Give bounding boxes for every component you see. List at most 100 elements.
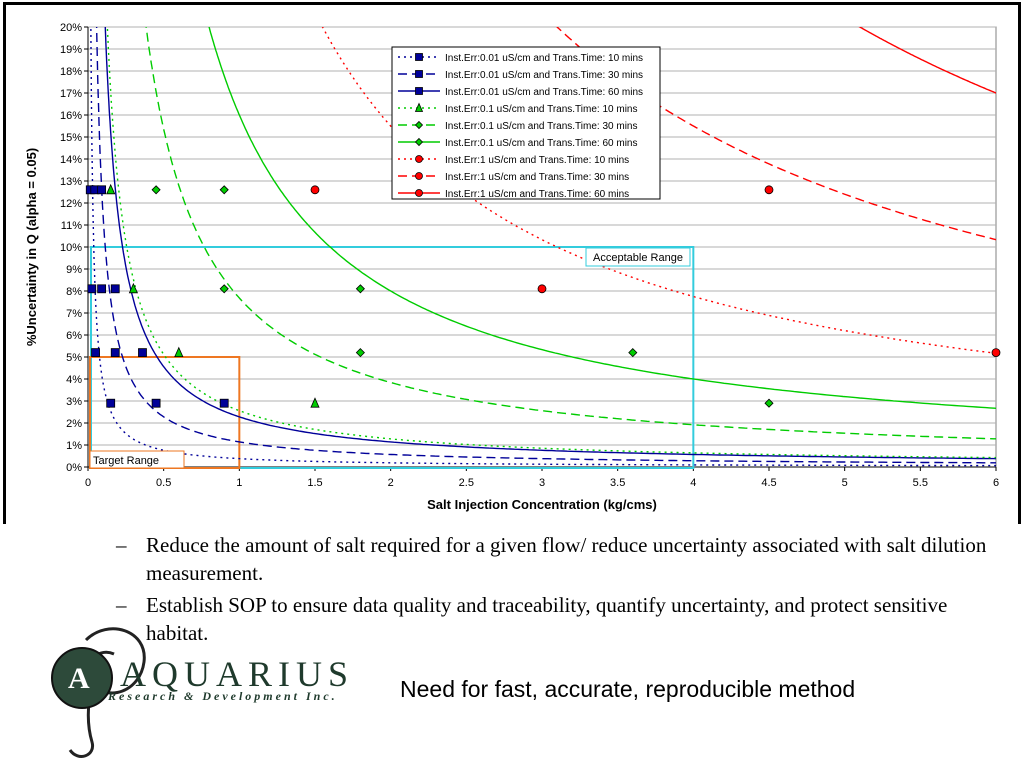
x-tick-label: 2 (388, 477, 394, 489)
data-point (174, 346, 184, 358)
legend-label: Inst.Err:1 uS/cm and Trans.Time: 30 mins (445, 172, 629, 183)
y-tick-label: 2% (66, 418, 82, 430)
data-point (310, 185, 320, 195)
legend-label: Inst.Err:0.1 uS/cm and Trans.Time: 60 mi… (445, 138, 637, 149)
y-tick-label: 16% (60, 110, 82, 122)
logo-subtitle: Research & Development Inc. (107, 689, 338, 703)
y-tick-label: 1% (66, 440, 82, 452)
y-tick-label: 4% (66, 374, 82, 386)
data-point (355, 284, 365, 294)
data-point (764, 398, 774, 408)
tagline: Need for fast, accurate, reproducible me… (400, 676, 856, 702)
x-tick-label: 0 (85, 477, 91, 489)
acceptable-range-label-box (585, 247, 691, 267)
x-tick-label: 4 (690, 477, 696, 489)
data-point (219, 185, 229, 195)
target-range-label: Target Range (93, 455, 159, 467)
x-tick-label: 1 (236, 477, 242, 489)
data-point (310, 397, 320, 408)
data-point (97, 284, 107, 294)
series-line (321, 27, 996, 355)
x-tick-label: 4.5 (761, 477, 776, 489)
y-tick-label: 20% (60, 22, 82, 34)
target-range-label-box (89, 450, 185, 469)
x-tick-label: 1.5 (307, 477, 322, 489)
y-tick-label: 18% (60, 66, 82, 78)
y-tick-label: 11% (61, 220, 82, 232)
x-tick-label: 2.5 (459, 477, 474, 489)
series-line (95, 27, 996, 464)
data-point (628, 348, 638, 358)
data-point (414, 120, 424, 130)
y-tick-label: 8% (66, 286, 82, 298)
series-line (858, 27, 996, 94)
y-tick-label: 5% (66, 352, 82, 364)
y-tick-label: 0% (66, 462, 82, 474)
y-tick-label: 13% (60, 176, 82, 188)
y-tick-label: 17% (60, 88, 82, 100)
legend-label: Inst.Err:1 uS/cm and Trans.Time: 10 mins (445, 155, 629, 166)
y-tick-label: 3% (66, 396, 82, 408)
data-point (414, 102, 424, 112)
data-point (415, 172, 423, 180)
data-point (106, 183, 116, 195)
series-line (90, 27, 996, 467)
x-tick-label: 3 (539, 477, 545, 489)
data-point (219, 284, 229, 294)
legend-label: Inst.Err:0.01 uS/cm and Trans.Time: 30 m… (445, 70, 643, 81)
legend-label: Inst.Err:0.01 uS/cm and Trans.Time: 60 m… (445, 87, 643, 98)
data-point (414, 137, 424, 147)
y-tick-label: 7% (66, 308, 82, 320)
data-point (415, 87, 423, 95)
data-point (110, 348, 120, 358)
series-curves (90, 27, 996, 467)
y-tick-label: 12% (60, 198, 82, 210)
bullet-dash: – (116, 593, 127, 617)
data-point (415, 53, 423, 61)
data-point (128, 282, 139, 294)
chart-frame: 0% 1% 2% 3% 4% 5% 6% 7% 8% 9% 10% 11% 12% 13% 14% 15% 16… (3, 2, 1021, 524)
y-tick-label: 9% (66, 264, 82, 276)
logo-letter: A (68, 662, 90, 695)
bullet-text: Reduce the amount of salt required for a… (146, 533, 987, 585)
x-tick-label: 6 (993, 477, 999, 489)
data-point (97, 185, 107, 195)
bullet-item: – Reduce the amount of salt required for… (116, 531, 996, 587)
y-tick-label: 14% (60, 154, 82, 166)
data-point (91, 348, 100, 358)
x-tick-label: 3.5 (610, 477, 625, 489)
legend: Inst.Err:0.01 uS/cm and Trans.Time: 10 m… (391, 46, 661, 200)
legend-box (391, 46, 661, 200)
legend-label: Inst.Err:0.01 uS/cm and Trans.Time: 10 m… (445, 53, 643, 64)
series-line (145, 27, 996, 440)
data-point (537, 284, 547, 294)
data-point (219, 398, 229, 408)
logo-wordmark: AQUARIUS (120, 654, 348, 694)
data-point (415, 70, 423, 78)
data-point (415, 155, 423, 163)
data-point (355, 348, 365, 358)
logo-emblem (51, 647, 113, 709)
bullet-item: – Establish SOP to ensure data quality a… (116, 591, 996, 647)
x-tick-label: 5 (842, 477, 848, 489)
data-point (87, 284, 97, 294)
legend-label: Inst.Err:0.1 uS/cm and Trans.Time: 30 mi… (445, 121, 637, 132)
data-point (151, 398, 161, 408)
data-point (106, 398, 116, 408)
y-tick-label: 10% (60, 242, 82, 254)
data-point (991, 348, 1001, 358)
bullet-dash: – (116, 533, 127, 557)
series-line (208, 27, 996, 410)
bullet-text: Establish SOP to ensure data quality and… (146, 593, 948, 645)
legend-label: Inst.Err:0.1 uS/cm and Trans.Time: 10 mi… (445, 104, 637, 115)
data-point (764, 185, 774, 195)
data-point (110, 284, 120, 294)
data-point (138, 348, 147, 358)
x-axis-label: Salt Injection Concentration (kg/cms) (427, 497, 657, 512)
acceptable-range-label: Acceptable Range (593, 252, 683, 264)
y-axis-label: %Uncertainty in Q (alpha = 0.05) (24, 148, 39, 346)
legend-label: Inst.Err:1 uS/cm and Trans.Time: 60 mins (445, 189, 629, 200)
bullet-list: – Reduce the amount of salt required for… (116, 531, 996, 651)
x-tick-label: 5.5 (913, 477, 928, 489)
series-line (556, 27, 996, 241)
